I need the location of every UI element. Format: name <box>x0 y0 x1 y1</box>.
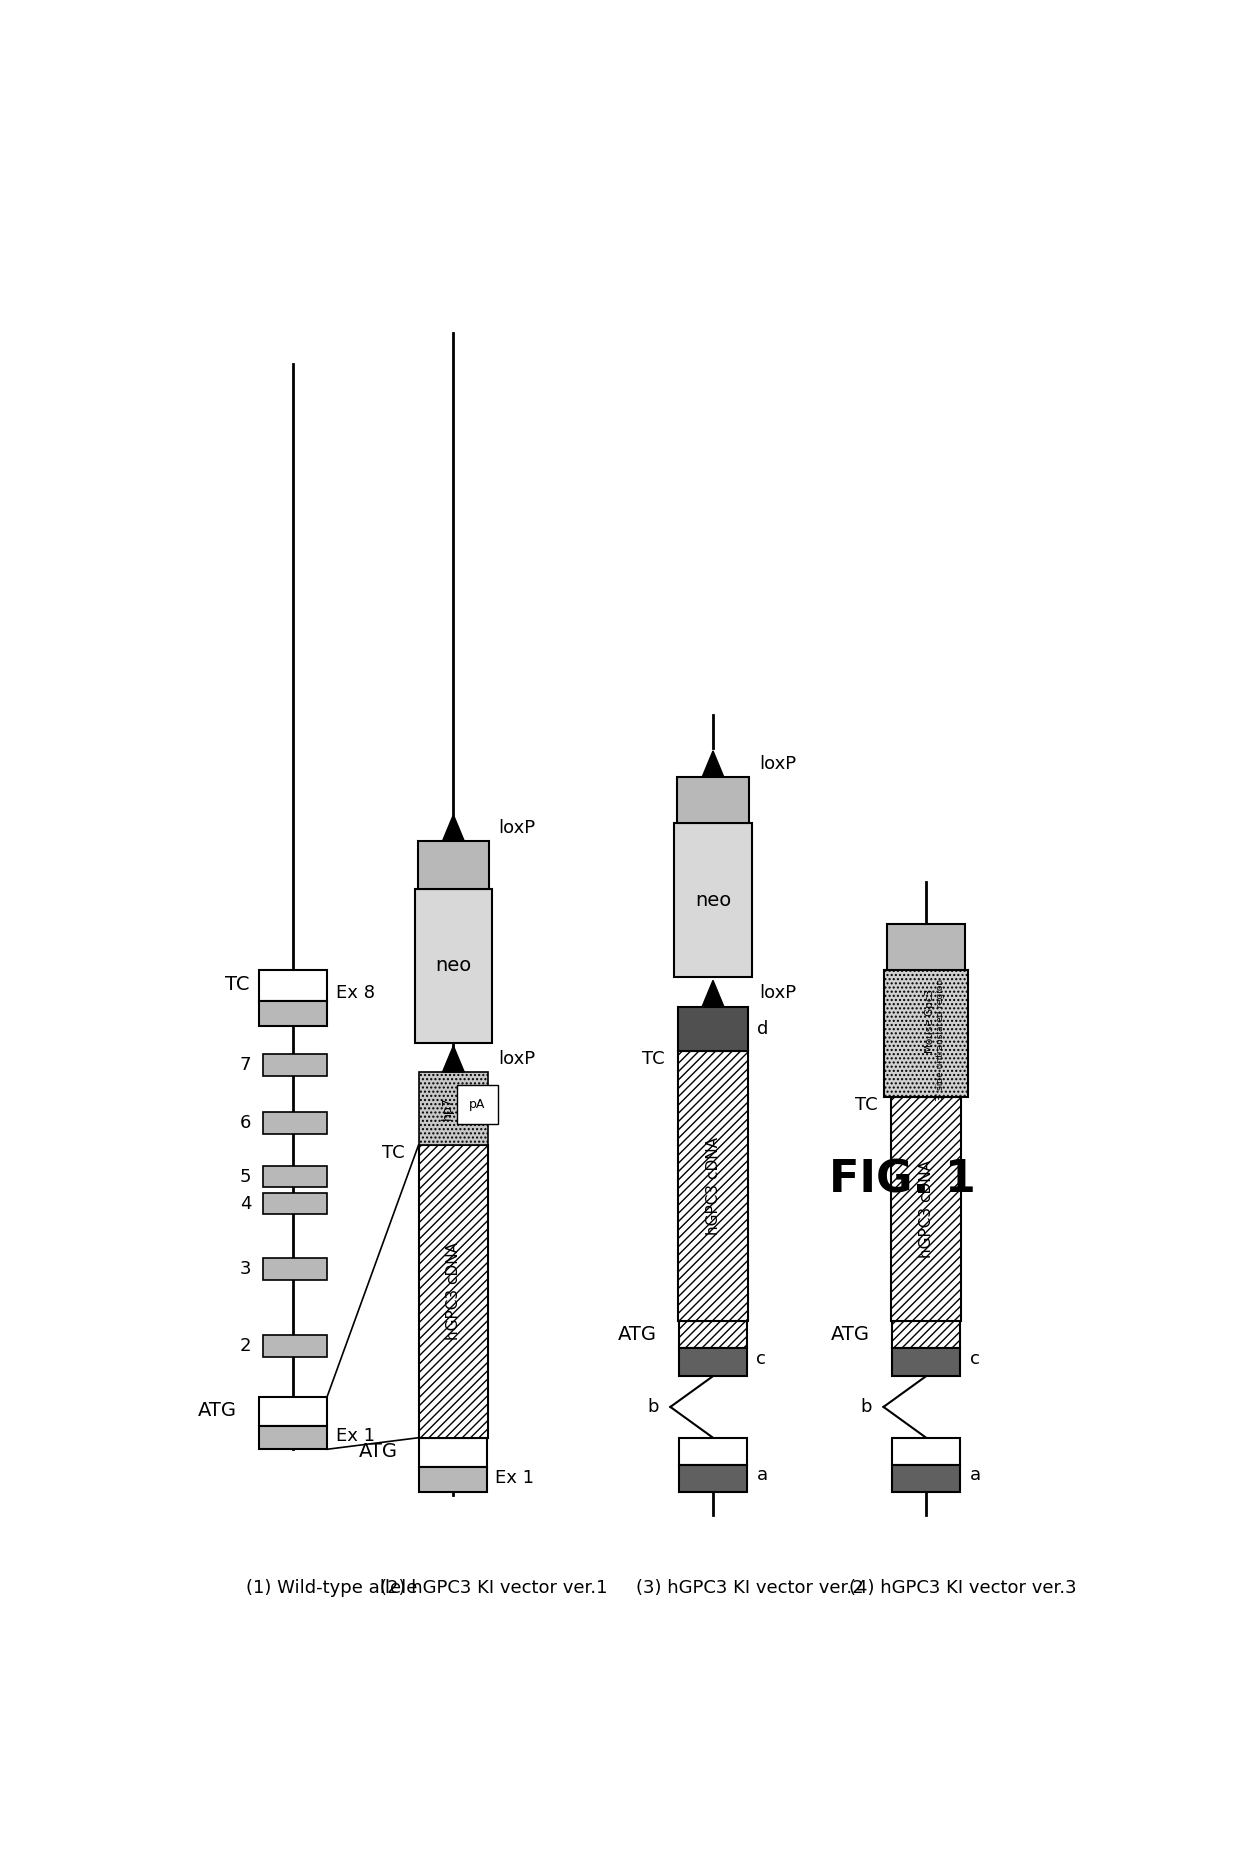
Text: a: a <box>970 1467 981 1484</box>
Bar <box>888 924 965 970</box>
Bar <box>263 1166 327 1188</box>
Bar <box>263 1335 327 1357</box>
Text: 5: 5 <box>239 1167 250 1186</box>
Bar <box>892 1465 960 1491</box>
Bar <box>418 842 489 888</box>
Text: 2: 2 <box>239 1337 250 1356</box>
Text: b: b <box>647 1398 658 1415</box>
Text: TC: TC <box>854 1097 878 1113</box>
Polygon shape <box>443 816 464 842</box>
Text: loxP: loxP <box>759 754 796 773</box>
Text: (4) hGPC3 KI vector ver.3: (4) hGPC3 KI vector ver.3 <box>848 1579 1076 1598</box>
Bar <box>884 970 968 1097</box>
Text: TC: TC <box>224 974 249 994</box>
Text: ATG: ATG <box>619 1326 657 1344</box>
Text: ATG: ATG <box>358 1441 398 1460</box>
Text: b: b <box>861 1398 872 1415</box>
Bar <box>678 1007 748 1052</box>
Bar <box>414 888 492 1043</box>
Text: 7: 7 <box>239 1056 250 1074</box>
Bar <box>680 1348 746 1376</box>
Polygon shape <box>702 981 724 1007</box>
Bar <box>675 823 751 978</box>
Text: c: c <box>756 1350 766 1369</box>
Bar <box>892 1320 960 1348</box>
Text: ATG: ATG <box>831 1326 870 1344</box>
Bar <box>263 1054 327 1076</box>
Bar <box>259 970 327 1002</box>
Text: loxP: loxP <box>498 819 536 836</box>
Text: loxP: loxP <box>498 1050 536 1069</box>
Text: 4: 4 <box>239 1195 250 1212</box>
Bar <box>259 1396 327 1426</box>
Bar <box>419 1145 489 1437</box>
Bar <box>677 776 749 823</box>
Text: pA: pA <box>469 1099 486 1112</box>
Bar <box>263 1259 327 1279</box>
Text: TC: TC <box>382 1143 404 1162</box>
Text: hGPC3 cDNA: hGPC3 cDNA <box>919 1160 934 1259</box>
Bar <box>458 1086 497 1125</box>
Text: Ex 1: Ex 1 <box>336 1426 376 1445</box>
Text: FIG. 1: FIG. 1 <box>830 1158 976 1201</box>
Bar <box>680 1437 746 1465</box>
Bar <box>419 1437 487 1467</box>
Text: neo: neo <box>694 890 732 911</box>
Text: (1) Wild-type allele: (1) Wild-type allele <box>247 1579 418 1598</box>
Bar <box>892 1097 961 1320</box>
Bar <box>263 1112 327 1134</box>
Bar <box>263 1194 327 1214</box>
Text: 3: 3 <box>239 1261 250 1277</box>
Text: 6: 6 <box>239 1113 250 1132</box>
Text: (2) hGPC3 KI vector ver.1: (2) hGPC3 KI vector ver.1 <box>379 1579 608 1598</box>
Bar <box>680 1465 746 1491</box>
Text: Ex 8: Ex 8 <box>336 983 376 1002</box>
Text: loxP: loxP <box>759 985 796 1002</box>
Text: neo: neo <box>435 957 471 976</box>
Text: 3' side untranslated region: 3' side untranslated region <box>935 979 945 1100</box>
Text: c: c <box>970 1350 980 1369</box>
Text: a: a <box>756 1467 768 1484</box>
Text: (3) hGPC3 KI vector ver.2: (3) hGPC3 KI vector ver.2 <box>635 1579 863 1598</box>
Bar <box>680 1320 746 1348</box>
Text: hp7: hp7 <box>440 1097 454 1121</box>
Bar <box>419 1467 487 1491</box>
Polygon shape <box>702 750 724 776</box>
Text: Ex 1: Ex 1 <box>495 1469 534 1488</box>
Text: TC: TC <box>641 1050 665 1069</box>
Bar <box>259 1002 327 1026</box>
Bar <box>892 1348 960 1376</box>
Polygon shape <box>443 1046 464 1073</box>
Bar <box>259 1426 327 1449</box>
Text: ATG: ATG <box>198 1400 237 1419</box>
Bar <box>419 1073 489 1145</box>
Text: d: d <box>758 1020 769 1037</box>
Text: hGPC3 cDNA: hGPC3 cDNA <box>706 1138 720 1235</box>
Bar <box>678 1052 748 1320</box>
Text: Mouse Gpc3: Mouse Gpc3 <box>925 989 935 1054</box>
Text: hGPC3 cDNA: hGPC3 cDNA <box>446 1242 461 1341</box>
Bar <box>892 1437 960 1465</box>
